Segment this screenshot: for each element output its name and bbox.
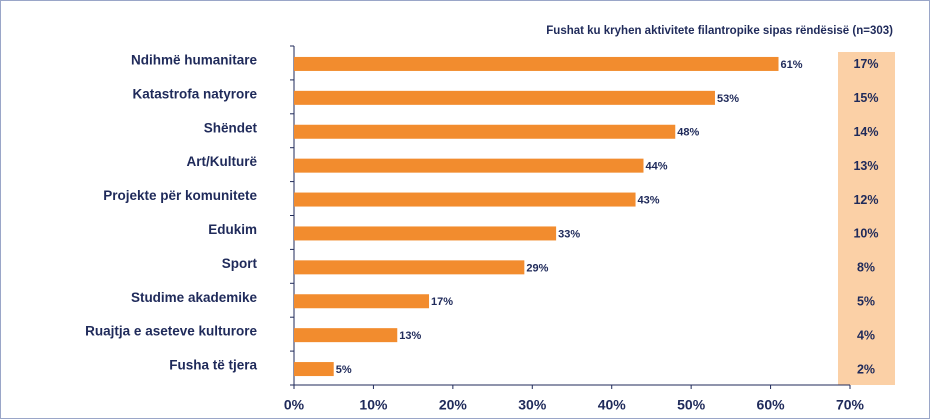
share-label: 10% — [853, 227, 878, 241]
share-label: 5% — [857, 295, 875, 309]
category-label: Katastrofa natyrore — [132, 86, 257, 101]
share-label: 17% — [853, 57, 878, 71]
category-label: Projekte për komunitete — [103, 188, 257, 203]
share-label: 2% — [857, 362, 875, 376]
bar — [294, 328, 398, 343]
bar — [294, 158, 644, 173]
data-label: 29% — [526, 262, 548, 274]
share-column — [838, 52, 895, 385]
data-label: 53% — [717, 93, 739, 105]
category-label: Art/Kulturë — [187, 154, 258, 169]
bar — [294, 260, 525, 275]
share-label: 4% — [857, 328, 875, 342]
data-label: 17% — [431, 296, 453, 308]
category-label: Edukim — [208, 222, 257, 237]
bar — [294, 90, 715, 105]
x-tick-label: 20% — [439, 397, 468, 413]
x-tick-label: 70% — [836, 397, 865, 413]
data-label: 5% — [336, 364, 352, 376]
bar — [294, 294, 430, 309]
category-label: Fusha të tjera — [169, 358, 257, 373]
chart-title: Fushat ku kryhen aktivitete filantropike… — [546, 25, 893, 37]
category-label: Studime akademike — [131, 290, 258, 305]
x-tick-label: 40% — [598, 397, 627, 413]
share-label: 12% — [853, 193, 878, 207]
category-label: Shëndet — [204, 120, 258, 135]
share-label: 8% — [857, 261, 875, 275]
category-label: Sport — [222, 256, 258, 271]
data-label: 44% — [645, 161, 667, 173]
share-label: 13% — [853, 159, 878, 173]
bar — [294, 124, 676, 139]
share-label: 14% — [853, 125, 878, 139]
data-label: 61% — [781, 59, 803, 71]
x-tick-label: 50% — [677, 397, 706, 413]
data-label: 33% — [558, 228, 580, 240]
bar — [294, 226, 557, 241]
bar — [294, 362, 334, 377]
data-label: 13% — [399, 330, 421, 342]
category-label: Ndihmë humanitare — [131, 53, 258, 68]
bar — [294, 56, 779, 71]
x-tick-label: 10% — [359, 397, 388, 413]
x-tick-label: 60% — [757, 397, 786, 413]
x-tick-label: 0% — [284, 397, 305, 413]
x-tick-label: 30% — [518, 397, 547, 413]
data-label: 43% — [638, 194, 660, 206]
data-label: 48% — [677, 127, 699, 139]
bar — [294, 192, 636, 207]
share-label: 15% — [853, 91, 878, 105]
category-label: Ruajtja e aseteve kulturore — [85, 324, 257, 339]
